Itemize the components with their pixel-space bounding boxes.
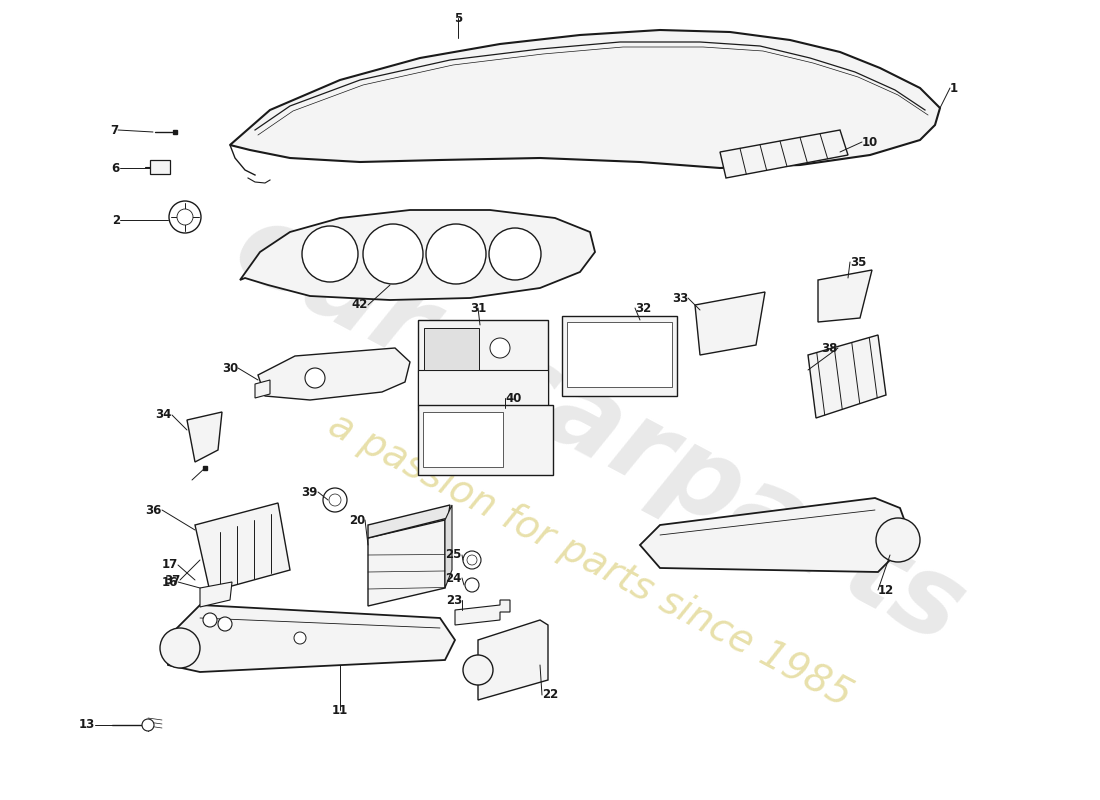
Text: 30: 30 xyxy=(222,362,238,374)
Polygon shape xyxy=(230,30,940,168)
Circle shape xyxy=(305,368,324,388)
Text: 16: 16 xyxy=(162,575,178,589)
Polygon shape xyxy=(640,498,908,572)
Polygon shape xyxy=(258,348,410,400)
Polygon shape xyxy=(808,335,886,418)
Text: eurocarparts: eurocarparts xyxy=(218,193,982,667)
Polygon shape xyxy=(695,292,764,355)
Text: 10: 10 xyxy=(862,135,878,149)
Text: 12: 12 xyxy=(878,583,894,597)
Text: 31: 31 xyxy=(470,302,486,314)
Circle shape xyxy=(160,628,200,668)
Text: a passion for parts since 1985: a passion for parts since 1985 xyxy=(322,406,858,714)
Bar xyxy=(562,316,676,396)
Text: 25: 25 xyxy=(446,549,462,562)
Text: 5: 5 xyxy=(454,11,462,25)
Circle shape xyxy=(463,551,481,569)
Text: 37: 37 xyxy=(164,574,180,586)
Bar xyxy=(424,328,478,370)
Polygon shape xyxy=(195,503,290,592)
Text: 33: 33 xyxy=(672,291,688,305)
Circle shape xyxy=(294,632,306,644)
Polygon shape xyxy=(240,210,595,300)
Text: 13: 13 xyxy=(79,718,95,731)
Polygon shape xyxy=(455,600,510,625)
Polygon shape xyxy=(187,412,222,462)
Circle shape xyxy=(218,617,232,631)
Text: 2: 2 xyxy=(112,214,120,226)
Text: 36: 36 xyxy=(145,503,162,517)
Text: 11: 11 xyxy=(332,703,348,717)
Polygon shape xyxy=(478,620,548,700)
Circle shape xyxy=(323,488,346,512)
Circle shape xyxy=(426,224,486,284)
Polygon shape xyxy=(255,380,270,398)
Text: 39: 39 xyxy=(301,486,318,498)
Text: 42: 42 xyxy=(352,298,368,311)
Text: 7: 7 xyxy=(110,123,118,137)
Text: 23: 23 xyxy=(446,594,462,606)
Text: 35: 35 xyxy=(850,255,867,269)
Bar xyxy=(418,405,553,475)
Polygon shape xyxy=(818,270,872,322)
Circle shape xyxy=(142,719,154,731)
Polygon shape xyxy=(200,582,232,607)
Text: 17: 17 xyxy=(162,558,178,571)
Polygon shape xyxy=(446,505,452,588)
Circle shape xyxy=(468,555,477,565)
Circle shape xyxy=(177,209,192,225)
Circle shape xyxy=(302,226,358,282)
Text: 38: 38 xyxy=(822,342,838,354)
Bar xyxy=(418,370,548,410)
Circle shape xyxy=(876,518,920,562)
Text: 22: 22 xyxy=(542,689,558,702)
Polygon shape xyxy=(368,505,450,538)
Circle shape xyxy=(463,655,493,685)
Polygon shape xyxy=(720,130,848,178)
Circle shape xyxy=(204,613,217,627)
Bar xyxy=(150,160,170,174)
Text: 24: 24 xyxy=(446,571,462,585)
Circle shape xyxy=(490,338,510,358)
Text: 40: 40 xyxy=(505,391,521,405)
Bar xyxy=(418,320,548,405)
Circle shape xyxy=(490,228,541,280)
Bar xyxy=(424,412,503,467)
Bar xyxy=(566,322,672,387)
Circle shape xyxy=(363,224,424,284)
Text: 34: 34 xyxy=(155,409,172,422)
Text: 1: 1 xyxy=(950,82,958,94)
Circle shape xyxy=(169,201,201,233)
Polygon shape xyxy=(165,605,455,672)
Text: 20: 20 xyxy=(349,514,365,526)
Text: 32: 32 xyxy=(635,302,651,314)
Circle shape xyxy=(329,494,341,506)
Circle shape xyxy=(465,578,478,592)
Text: 6: 6 xyxy=(112,162,120,174)
Polygon shape xyxy=(368,520,446,606)
